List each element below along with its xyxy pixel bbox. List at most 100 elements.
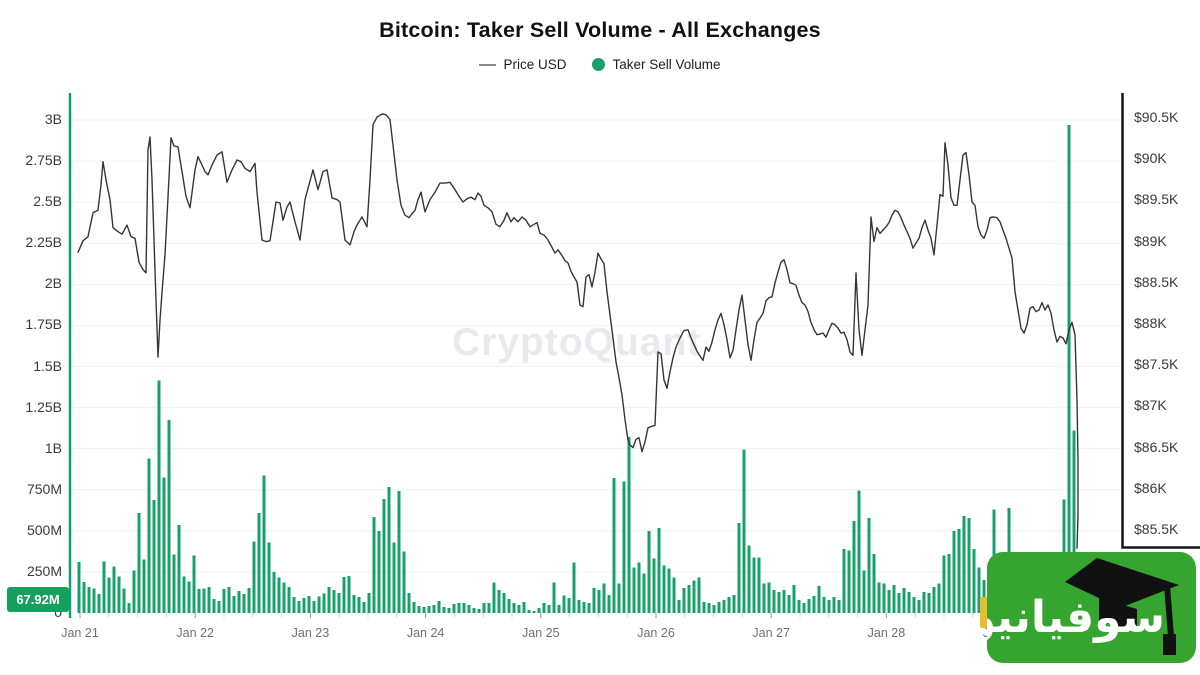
volume-bar bbox=[447, 608, 451, 613]
volume-bar bbox=[882, 583, 886, 613]
volume-bar bbox=[502, 593, 506, 613]
price-line bbox=[77, 113, 1079, 549]
volume-bar bbox=[547, 605, 551, 613]
volume-bar bbox=[357, 597, 361, 613]
volume-bar bbox=[427, 606, 431, 613]
volume-bar bbox=[977, 567, 981, 613]
volume-bar bbox=[642, 573, 646, 613]
volume-bar bbox=[847, 550, 851, 613]
volume-bar bbox=[667, 568, 671, 613]
y-axis-label-volume: 500M bbox=[26, 521, 62, 538]
y-axis-label-price: $88.5K bbox=[1134, 273, 1179, 290]
volume-bar bbox=[97, 594, 101, 613]
volume-bar bbox=[507, 599, 511, 613]
volume-bar bbox=[582, 602, 586, 613]
volume-bar bbox=[432, 605, 436, 613]
volume-bar bbox=[477, 609, 481, 613]
legend-label-volume: Taker Sell Volume bbox=[612, 57, 721, 72]
x-axis-label: Jan 23 bbox=[291, 626, 330, 640]
volume-bar bbox=[182, 576, 186, 613]
volume-bar bbox=[177, 524, 181, 613]
volume-bar bbox=[812, 596, 816, 613]
y-axis-label-price: $90.5K bbox=[1134, 109, 1179, 125]
volume-bar bbox=[682, 588, 686, 613]
volume-bar bbox=[132, 570, 136, 613]
volume-bar bbox=[107, 577, 111, 613]
volume-bar bbox=[967, 518, 971, 613]
volume-bar bbox=[92, 588, 96, 613]
volume-bar bbox=[307, 596, 311, 613]
volume-bar bbox=[312, 601, 316, 613]
volume-bar bbox=[317, 596, 321, 613]
volume-bar bbox=[562, 595, 566, 613]
volume-bar bbox=[257, 513, 261, 613]
y-axis-label-volume: 250M bbox=[26, 562, 62, 579]
volume-bar bbox=[522, 602, 526, 613]
y-axis-label-price: $89.5K bbox=[1134, 191, 1179, 208]
legend-item-price[interactable]: Price USD bbox=[479, 57, 566, 72]
volume-bar bbox=[952, 530, 956, 613]
volume-bar bbox=[827, 600, 831, 613]
volume-bar bbox=[137, 513, 141, 613]
volume-bar bbox=[517, 605, 521, 613]
volume-bar bbox=[942, 555, 946, 613]
volume-bar bbox=[687, 585, 691, 613]
y-axis-label-volume: 2.75B bbox=[25, 152, 62, 169]
volume-bar bbox=[77, 562, 81, 613]
volume-bar bbox=[862, 570, 866, 613]
volume-bar bbox=[747, 545, 751, 613]
volume-bar bbox=[377, 530, 381, 613]
volume-bar bbox=[852, 520, 856, 613]
volume-bar bbox=[222, 589, 226, 613]
volume-bar bbox=[567, 598, 571, 613]
volume-bar bbox=[542, 603, 546, 613]
volume-bar bbox=[842, 548, 846, 613]
volume-bar bbox=[457, 603, 461, 613]
volume-bar bbox=[587, 603, 591, 613]
volume-bar bbox=[297, 601, 301, 613]
logo-arabic-text: سوفيانيوز bbox=[987, 592, 1165, 643]
volume-bar bbox=[487, 603, 491, 613]
volume-bar bbox=[877, 582, 881, 613]
y-axis-label-volume: 1.5B bbox=[33, 357, 62, 374]
volume-bar bbox=[117, 576, 121, 613]
volume-bar bbox=[782, 590, 786, 613]
volume-bar bbox=[167, 419, 171, 613]
volume-bar bbox=[737, 522, 741, 613]
volume-bar bbox=[142, 559, 146, 613]
volume-bar bbox=[1072, 430, 1076, 613]
volume-bar bbox=[527, 610, 531, 613]
volume-bar bbox=[722, 600, 726, 613]
volume-bar bbox=[792, 585, 796, 613]
legend-item-volume[interactable]: Taker Sell Volume bbox=[592, 57, 721, 72]
volume-bar bbox=[207, 587, 211, 613]
volume-bar bbox=[657, 527, 661, 613]
volume-bar bbox=[112, 566, 116, 613]
graduation-cap-icon bbox=[1065, 558, 1179, 655]
volume-bar bbox=[322, 593, 326, 613]
volume-bar bbox=[402, 551, 406, 613]
volume-bar bbox=[462, 603, 466, 613]
y-axis-label-volume: 1.25B bbox=[25, 398, 62, 415]
volume-bar bbox=[982, 580, 986, 613]
x-axis-label: Jan 24 bbox=[406, 626, 445, 640]
volume-bar bbox=[337, 593, 341, 613]
volume-bar bbox=[927, 593, 931, 613]
volume-bar bbox=[727, 597, 731, 613]
y-axis-label-price: $86.5K bbox=[1134, 438, 1179, 455]
volume-bar bbox=[712, 605, 716, 613]
volume-bar bbox=[532, 611, 536, 613]
y-axis-label-price: $85.5K bbox=[1134, 520, 1179, 537]
y-axis-label-price: $87K bbox=[1134, 397, 1167, 414]
volume-bar bbox=[252, 541, 256, 613]
volume-bar bbox=[602, 583, 606, 613]
volume-bar bbox=[897, 593, 901, 613]
volume-bar bbox=[347, 576, 351, 613]
volume-bar bbox=[832, 597, 836, 613]
volume-bar bbox=[237, 591, 241, 613]
volume-bar bbox=[932, 587, 936, 613]
volume-bar bbox=[757, 557, 761, 613]
y-axis-label-price: $87.5K bbox=[1134, 356, 1179, 373]
volume-bar bbox=[372, 516, 376, 613]
